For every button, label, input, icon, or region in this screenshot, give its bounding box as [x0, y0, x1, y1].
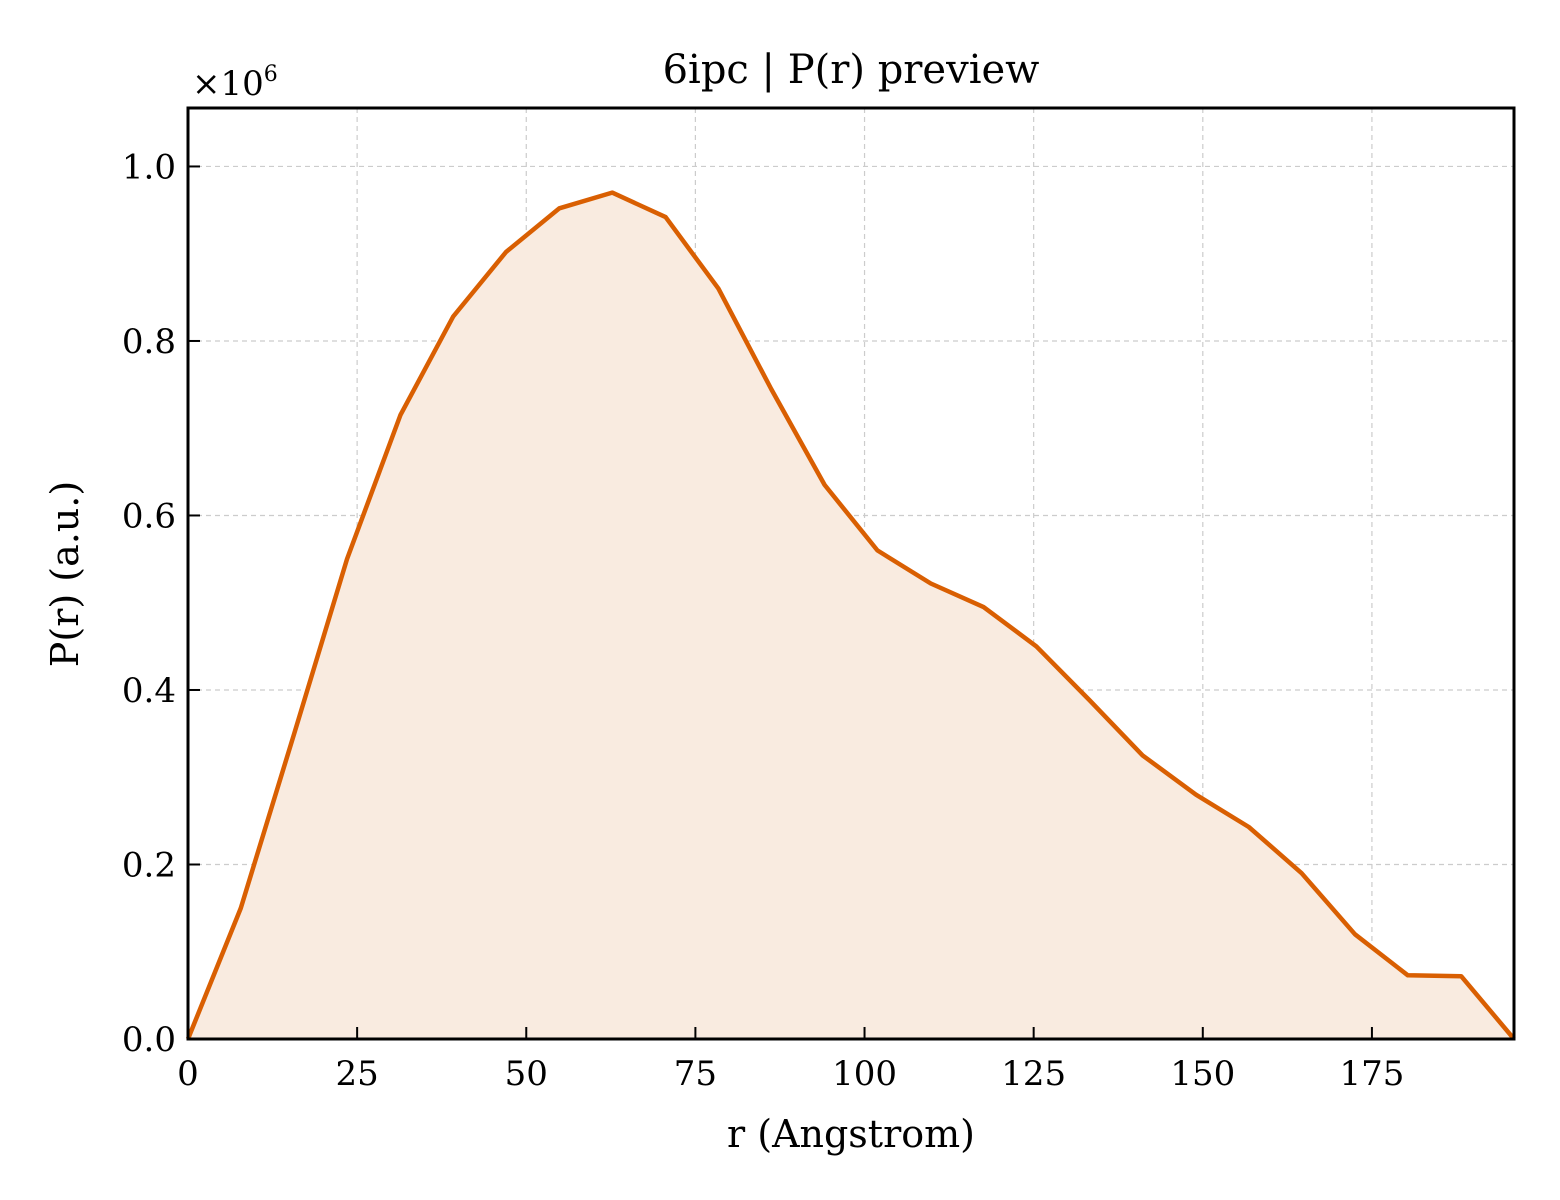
x-axis-label: r (Angstrom): [727, 1112, 975, 1156]
y-tick-label: 0.8: [122, 322, 176, 362]
x-tick-label: 0: [177, 1054, 199, 1094]
y-tick-label: 0.0: [122, 1020, 176, 1060]
pr-series-line: [185, 190, 1516, 1041]
x-tick-label: 100: [832, 1054, 897, 1094]
x-tick-label: 25: [335, 1054, 378, 1094]
y-tick-label: 0.4: [122, 671, 176, 711]
x-tick-label: 125: [1001, 1054, 1066, 1094]
plot-frame: [186, 106, 1516, 1041]
y-multiplier-label: ×106: [192, 62, 278, 104]
y-tick-label: 0.6: [122, 496, 176, 536]
chart-title: 6ipc | P(r) preview: [663, 47, 1040, 93]
y-axis-label: P(r) (a.u.): [43, 481, 87, 667]
x-tick-label: 175: [1339, 1054, 1404, 1094]
pr-area-fill: [188, 192, 1514, 1040]
x-tick-label: 150: [1170, 1054, 1235, 1094]
x-tick-label: 75: [674, 1054, 717, 1094]
y-tick-label: 1.0: [122, 147, 176, 187]
y-tick-label: 0.2: [122, 845, 176, 885]
axis-ticks: 0 25 50 75 100 125 150 175 0.0 0.2 0.4 0.6 0.8 1.0: [122, 147, 1404, 1094]
x-tick-label: 50: [505, 1054, 548, 1094]
